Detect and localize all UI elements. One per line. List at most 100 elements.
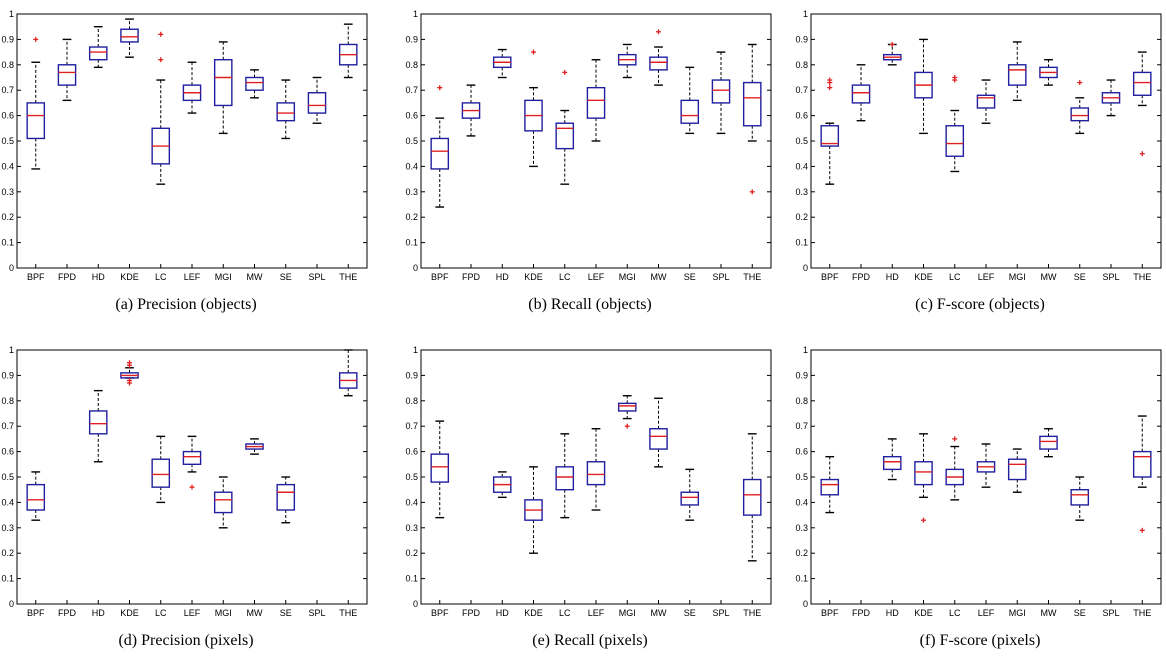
y-tick-label: 0.6 — [1, 111, 14, 121]
y-tick-label: 0.4 — [795, 161, 808, 171]
x-tick-label: BPF — [27, 608, 45, 618]
y-tick-label: 0.5 — [795, 472, 808, 482]
y-tick-label: 0 — [9, 599, 14, 609]
box-kde — [120, 360, 139, 386]
x-tick-label: FPD — [462, 272, 481, 282]
outlier-marker — [952, 75, 958, 80]
box-mgi — [617, 395, 637, 429]
outlier-marker — [158, 57, 164, 63]
iqr-box — [1039, 435, 1058, 450]
iqr-box — [882, 455, 902, 471]
chart-panel-a: 0 0.1 0.2 0.3 0.4 0.5 0.6 0.7 0.8 0.9 1 BPF FPD HD KDE… — [0, 0, 372, 320]
box-hd — [492, 471, 512, 499]
x-tick-label: BPF — [431, 272, 449, 282]
outlier-marker — [1139, 527, 1145, 533]
box-bpf — [820, 455, 840, 514]
y-tick-label: 0.3 — [795, 187, 808, 197]
y-tick-label: 0.8 — [405, 60, 418, 70]
x-tick-label: MW — [1041, 608, 1057, 618]
outlier-marker — [889, 41, 895, 47]
x-tick-label: FPD — [852, 272, 871, 282]
x-tick-label: THE — [339, 608, 357, 618]
x-tick-label: SE — [1074, 272, 1086, 282]
box-mgi — [1007, 448, 1027, 493]
box-bpf — [430, 420, 450, 519]
iqr-box — [430, 137, 450, 170]
x-tick-label: BPF — [821, 272, 839, 282]
iqr-box — [307, 92, 327, 114]
y-tick-label: 0.7 — [795, 421, 808, 431]
iqr-box — [1007, 64, 1027, 86]
x-tick-label: MW — [247, 272, 263, 282]
y-tick-label: 0.4 — [405, 497, 418, 507]
x-tick-label: MGI — [1009, 608, 1026, 618]
y-tick-label: 0.4 — [1, 497, 14, 507]
outlier-marker — [952, 436, 958, 442]
y-tick-label: 0.6 — [1, 447, 14, 457]
box-mw — [245, 438, 264, 455]
box-spl — [1101, 79, 1121, 117]
chart-caption-b: (b) Recall (objects) — [528, 296, 652, 313]
y-tick-label: 0.9 — [405, 34, 418, 44]
box-kde — [914, 433, 933, 523]
outlier-marker — [127, 377, 132, 383]
x-tick-label: BPF — [27, 272, 45, 282]
box-se — [276, 476, 296, 524]
box-mw — [1039, 428, 1058, 458]
chart-panel-e: 0 0.1 0.2 0.3 0.4 0.5 0.6 0.7 0.8 0.9 1 BPF FPD HD KDE… — [404, 336, 776, 656]
iqr-box — [820, 478, 840, 496]
x-tick-label: THE — [1133, 608, 1151, 618]
box-bpf — [820, 77, 840, 185]
x-tick-label: SPL — [712, 608, 729, 618]
iqr-box — [430, 453, 450, 483]
box-lc — [555, 433, 575, 519]
chart-caption-e: (e) Recall (pixels) — [532, 632, 648, 649]
box-lc — [555, 69, 575, 185]
outlier-marker — [656, 29, 661, 35]
x-tick-label: BPF — [431, 608, 449, 618]
plot-frame — [810, 13, 1162, 269]
box-kde — [524, 466, 543, 554]
y-tick-label: 0.2 — [795, 548, 808, 558]
y-tick-label: 0.2 — [1, 212, 14, 222]
box-the — [742, 43, 762, 195]
y-tick-label: 1 — [413, 9, 418, 19]
x-tick-label: SE — [684, 272, 696, 282]
iqr-box — [680, 99, 700, 124]
chart-panel-f: 0 0.1 0.2 0.3 0.4 0.5 0.6 0.7 0.8 0.9 1 BPF FPD HD KDE… — [794, 336, 1166, 656]
chart-svg-c: 0 0.1 0.2 0.3 0.4 0.5 0.6 0.7 0.8 0.9 1 BPF FPD HD KDE… — [795, 9, 1162, 282]
y-tick-label: 0.8 — [1, 60, 14, 70]
iqr-box — [649, 428, 668, 450]
y-tick-label: 1 — [803, 345, 808, 355]
x-tick-label: LC — [559, 608, 571, 618]
x-tick-label: KDE — [120, 272, 139, 282]
iqr-box — [26, 102, 46, 140]
y-tick-label: 0.3 — [1, 523, 14, 533]
chart-panel-b: 0 0.1 0.2 0.3 0.4 0.5 0.6 0.7 0.8 0.9 1 BPF FPD HD KDE… — [404, 0, 776, 320]
iqr-box — [586, 86, 606, 119]
x-tick-label: LC — [155, 608, 167, 618]
box-the — [1132, 51, 1152, 157]
iqr-box — [680, 491, 700, 506]
x-tick-label: LC — [949, 272, 961, 282]
iqr-box — [742, 478, 762, 516]
box-the — [742, 433, 762, 562]
x-tick-label: SPL — [308, 608, 325, 618]
y-tick-label: 1 — [803, 9, 808, 19]
y-tick-label: 1 — [9, 345, 14, 355]
plot-frame — [16, 13, 368, 269]
box-hd — [882, 438, 902, 481]
chart-panel-c: 0 0.1 0.2 0.3 0.4 0.5 0.6 0.7 0.8 0.9 1 BPF FPD HD KDE… — [794, 0, 1166, 320]
iqr-box — [1070, 107, 1090, 122]
x-tick-label: LEF — [978, 272, 995, 282]
y-tick-label: 0.2 — [405, 212, 418, 222]
box-lef — [182, 435, 202, 490]
chart-caption-c: (c) F-score (objects) — [915, 296, 1045, 313]
y-tick-label: 0.1 — [1, 238, 14, 248]
y-tick-label: 0.2 — [1, 548, 14, 558]
y-tick-label: 0.7 — [795, 85, 808, 95]
box-lef — [182, 61, 202, 114]
box-mw — [245, 69, 264, 99]
x-tick-label: KDE — [524, 272, 543, 282]
x-tick-label: BPF — [821, 608, 839, 618]
